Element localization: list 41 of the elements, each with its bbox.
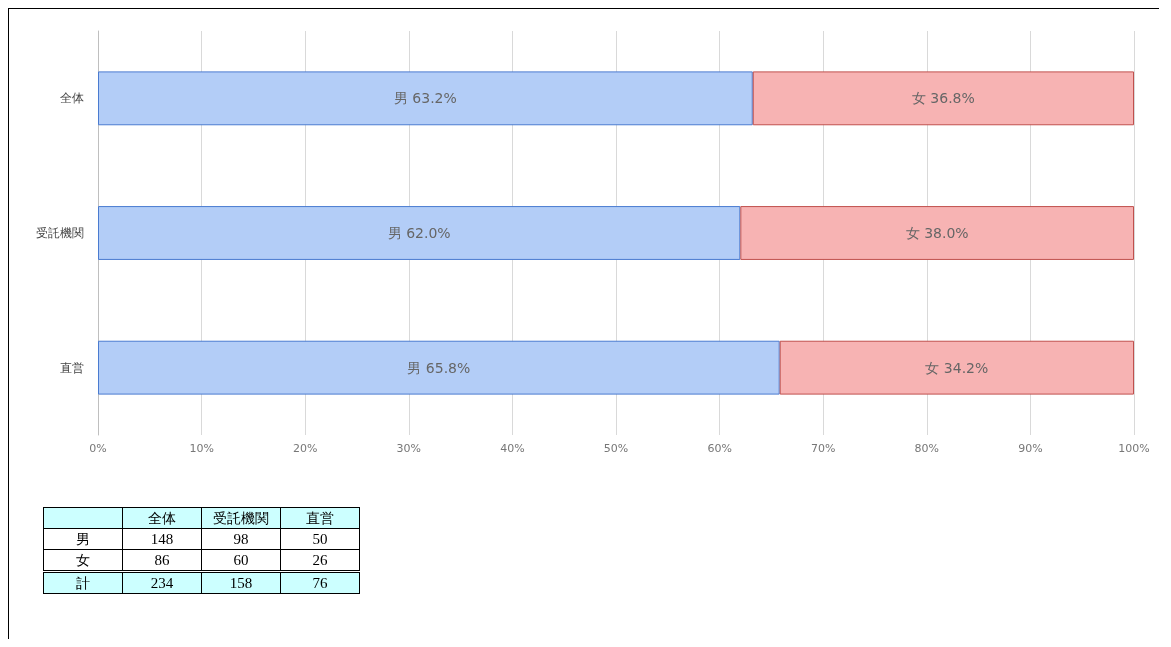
bar: [98, 71, 753, 126]
x-tick-label: 0%: [89, 442, 107, 455]
x-tick-label: 10%: [189, 442, 214, 455]
y-tick-label: 全体: [60, 91, 84, 106]
text: 男 65.8%: [407, 359, 471, 376]
bar: [98, 340, 780, 395]
data-label: 158: [201, 571, 281, 594]
bar: [752, 71, 1134, 126]
data-label: 234: [122, 571, 202, 594]
series-label: 女: [43, 549, 123, 572]
x-tick-label: 60%: [707, 442, 732, 455]
x-tick-label: 70%: [810, 442, 836, 455]
data-label: 86: [122, 549, 202, 572]
text: 女 36.8%: [911, 90, 975, 107]
data-label: 26: [280, 549, 360, 572]
category-label: 直営: [280, 507, 360, 529]
text: 女 34.2%: [925, 359, 989, 376]
category-label: 受託機関: [201, 507, 281, 529]
data-label: 98: [201, 528, 281, 550]
data-label: 60: [201, 549, 281, 572]
data-label: 76: [280, 571, 360, 594]
text: 男 63.2%: [393, 90, 457, 107]
bar: [98, 206, 741, 260]
y-tick-label: 受託機関: [36, 226, 84, 240]
y-tick-label: 直営: [60, 360, 84, 375]
x-tick-label: 30%: [396, 442, 422, 455]
text: 男 62.0%: [387, 225, 451, 241]
bar: [779, 340, 1134, 395]
x-tick-label: 80%: [914, 442, 940, 455]
x-tick-label: 50%: [603, 442, 629, 455]
data-label: 50: [280, 528, 360, 550]
x-tick-label: 90%: [1018, 442, 1043, 455]
x-tick-label: 40%: [500, 442, 525, 455]
x-tick-label: 20%: [292, 442, 318, 455]
series-label: 男: [43, 528, 123, 550]
category-label: 全体: [122, 507, 202, 529]
x-tick-label: 100%: [1118, 442, 1150, 455]
text: 女 38.0%: [905, 225, 969, 241]
data-label: 148: [122, 528, 202, 550]
bar: [740, 206, 1134, 260]
series-label: 計: [43, 571, 123, 594]
